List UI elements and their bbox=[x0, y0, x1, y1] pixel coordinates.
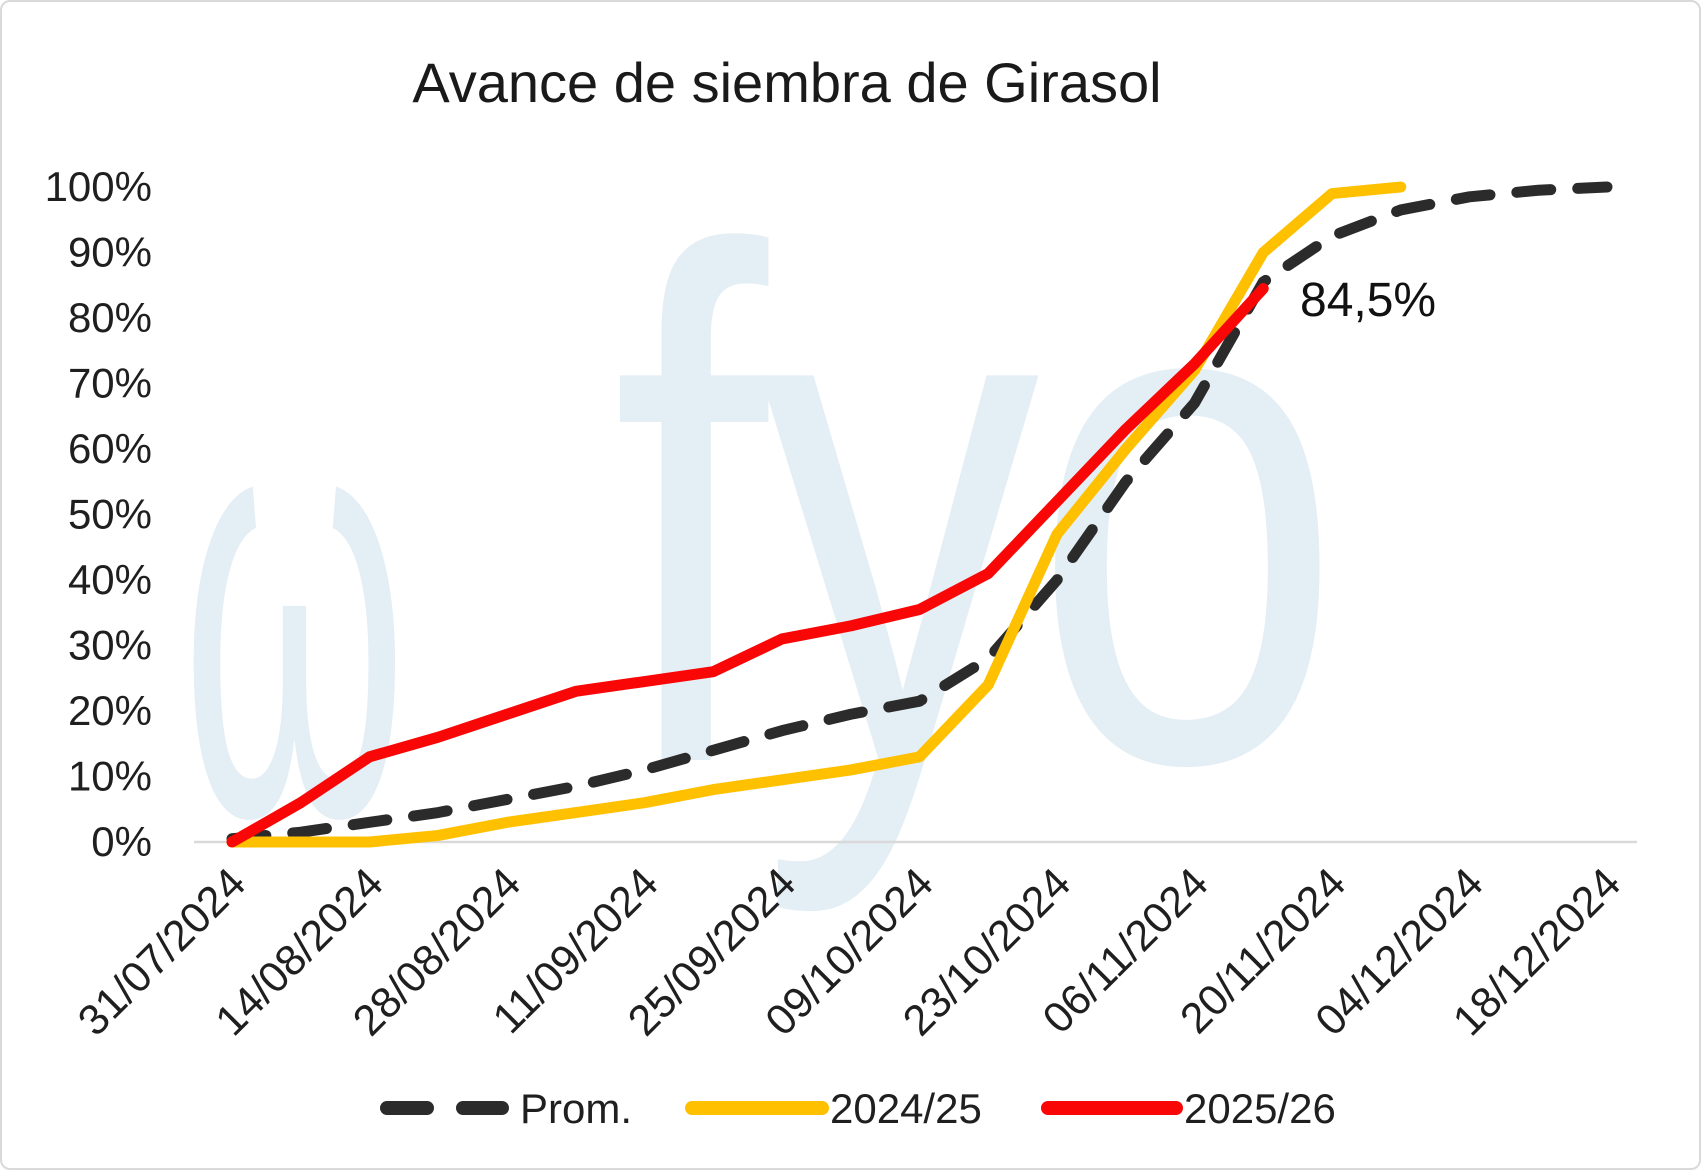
y-tick-label: 20% bbox=[68, 687, 152, 734]
y-tick-label: 10% bbox=[68, 753, 152, 800]
y-tick-label: 60% bbox=[68, 425, 152, 472]
y-tick-label: 30% bbox=[68, 622, 152, 669]
series-line-2025-26 bbox=[226, 283, 1269, 848]
y-tick-label: 70% bbox=[68, 360, 152, 407]
annotation-last-value: 84,5% bbox=[1300, 274, 1436, 327]
legend-label-2024-25: 2024/25 bbox=[830, 1085, 982, 1132]
legend-label-prom-: Prom. bbox=[520, 1085, 632, 1132]
watermark-fyo-text: fyo bbox=[612, 101, 1335, 919]
series-line-prom- bbox=[226, 181, 1613, 845]
y-tick-label: 90% bbox=[68, 229, 152, 276]
fyo-watermark: ω fyo bbox=[182, 101, 1343, 943]
y-tick-label: 100% bbox=[45, 163, 152, 210]
y-tick-label: 40% bbox=[68, 556, 152, 603]
y-tick-label: 0% bbox=[91, 818, 152, 865]
y-tick-label: 50% bbox=[68, 491, 152, 538]
chart-title: Avance de siembra de Girasol bbox=[412, 51, 1161, 114]
legend-label-2025-26: 2025/26 bbox=[1184, 1085, 1336, 1132]
y-tick-label: 80% bbox=[68, 294, 152, 341]
